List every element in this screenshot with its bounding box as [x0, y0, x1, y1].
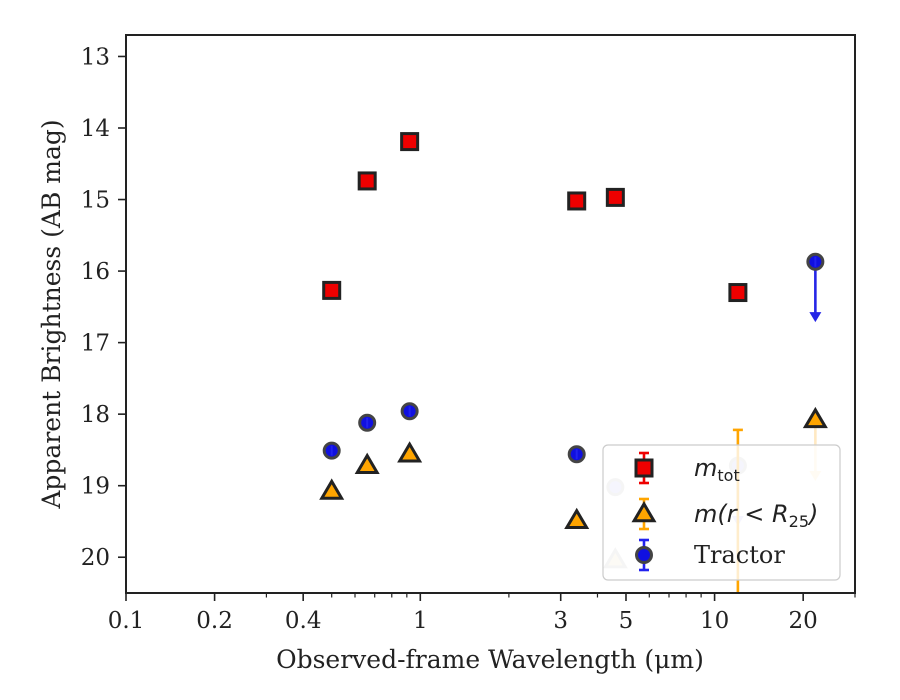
x-tick-label: 20: [789, 608, 818, 634]
data-point-square: [322, 280, 342, 300]
upper-limit-head: [809, 312, 822, 323]
data-point-triangle: [397, 441, 423, 463]
x-tick-label: 0.2: [196, 608, 233, 634]
legend-label: mtot: [694, 454, 740, 485]
legend-handle-circle: [635, 538, 653, 572]
y-tick-label: 18: [81, 402, 110, 428]
x-tick-label: 0.1: [108, 608, 145, 634]
y-tick-label: 15: [81, 188, 110, 214]
plot-frame: [125, 34, 856, 594]
legend-marker-square: [634, 458, 654, 478]
x-tick-label: 5: [619, 608, 634, 634]
y-tick-label: 17: [81, 331, 110, 357]
legend: mtot m(r < R25) Tractor: [602, 444, 841, 581]
data-point-square: [357, 171, 377, 191]
legend-box: [602, 444, 841, 581]
y-tick-label: 13: [81, 44, 110, 70]
x-axis-label: Observed-frame Wavelength (μm): [276, 645, 704, 674]
data-point-square: [605, 187, 625, 207]
x-tick-label: 1: [413, 608, 428, 634]
data-point-triangle: [319, 478, 345, 500]
data-point-square: [567, 191, 587, 211]
y-tick-label: 16: [81, 259, 110, 285]
legend-marker-circle: [635, 546, 653, 564]
data-point-triangle: [354, 452, 380, 474]
x-tick-label: 3: [553, 608, 568, 634]
y-axis-label: Apparent Brightness (AB mag): [37, 119, 66, 509]
y-tick-label: 14: [81, 116, 110, 142]
legend-label: m(r < R25): [694, 500, 818, 531]
data-point-triangle: [564, 507, 590, 530]
data-point-square: [728, 283, 748, 303]
x-tick-label: 10: [700, 608, 729, 634]
y-tick-label: 20: [81, 545, 110, 571]
data-point-square: [400, 132, 420, 152]
series-square: [322, 132, 748, 303]
y-tick-label: 19: [81, 474, 110, 500]
x-tick-label: 0.4: [285, 608, 322, 634]
legend-handle-square: [634, 451, 654, 485]
legend-marker-triangle: [631, 500, 657, 523]
legend-label: Tractor: [694, 541, 785, 569]
data-point-triangle: [802, 406, 828, 429]
legend-handle-triangle: [631, 497, 657, 531]
